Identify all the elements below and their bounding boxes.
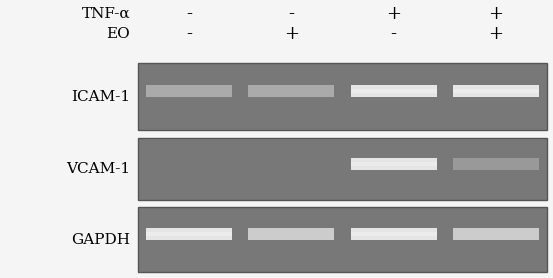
Bar [351,162,436,166]
Bar [453,158,539,170]
Bar [351,85,436,97]
Bar [146,229,232,240]
Bar [138,207,547,272]
Bar [351,232,436,236]
Bar [146,85,232,97]
Bar [351,229,436,240]
Bar [138,138,547,200]
Text: EO: EO [106,27,130,41]
Bar [453,89,539,93]
Text: ICAM-1: ICAM-1 [71,90,130,103]
Bar [248,232,335,236]
Bar [146,89,232,93]
Text: +: + [284,25,299,43]
Bar [453,85,539,97]
Text: -: - [186,25,192,43]
Bar [248,85,335,97]
Bar [248,89,335,93]
Bar [248,229,335,240]
Text: VCAM-1: VCAM-1 [66,162,130,176]
Text: -: - [390,25,397,43]
Bar [453,162,539,166]
Text: -: - [186,5,192,23]
Text: +: + [386,5,401,23]
Bar [351,158,436,170]
Text: -: - [288,5,294,23]
Text: +: + [488,25,503,43]
Text: GAPDH: GAPDH [71,232,130,247]
Bar [146,232,232,236]
Bar [453,232,539,236]
Bar [351,89,436,93]
Text: +: + [488,5,503,23]
Text: TNF-α: TNF-α [81,7,130,21]
Bar [453,229,539,240]
Bar [138,63,547,130]
